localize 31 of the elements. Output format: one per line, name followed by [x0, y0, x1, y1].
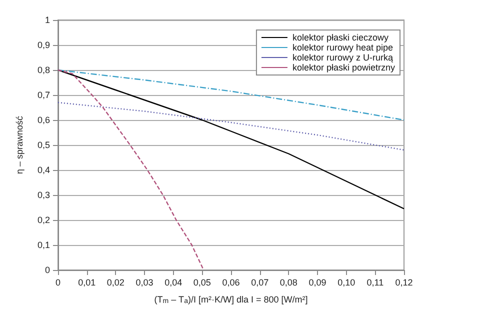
x-tick-label: 0,11	[366, 278, 384, 288]
x-tick-label: 0,10	[338, 278, 356, 288]
x-tick-label: 0,01	[78, 278, 96, 288]
x-tick-label: 0,03	[136, 278, 154, 288]
x-tick-label: 0	[55, 278, 61, 288]
y-tick-label: 0	[44, 265, 50, 275]
legend-label: kolektor rurowy heat pipe	[292, 42, 394, 52]
y-tick-label: 0,4	[37, 165, 50, 175]
x-tick-label: 0,06	[222, 278, 240, 288]
legend-label: kolektor płaski cieczowy	[292, 32, 389, 42]
y-tick-label: 0,3	[37, 190, 50, 200]
y-tick-label: 0,2	[37, 215, 50, 225]
x-tick-label: 0,05	[193, 278, 211, 288]
y-axis-title: η – sprawność	[14, 115, 24, 174]
y-tick-label: 0,5	[37, 140, 50, 150]
y-tick-label: 0,8	[37, 65, 50, 75]
x-tick-label: 0,07	[251, 278, 269, 288]
y-tick-label: 0,6	[37, 115, 50, 125]
x-tick-label: 0,09	[308, 278, 326, 288]
line-series	[57, 102, 405, 151]
y-tick-label: 0,1	[37, 240, 50, 250]
line-series	[57, 69, 204, 271]
x-tick-label: 0,04	[164, 278, 182, 288]
y-tick-label: 0,9	[37, 40, 50, 50]
y-tick-label: 0,7	[37, 90, 50, 100]
y-tick-label: 1	[44, 15, 50, 25]
x-tick-label: 0,08	[280, 278, 298, 288]
legend-label: kolektor płaski powietrzny	[292, 62, 396, 72]
x-tick-label: 0,12	[395, 278, 413, 288]
legend-label: kolektor rurowy z U-rurką	[292, 52, 393, 62]
x-tick-label: 0,02	[106, 278, 124, 288]
